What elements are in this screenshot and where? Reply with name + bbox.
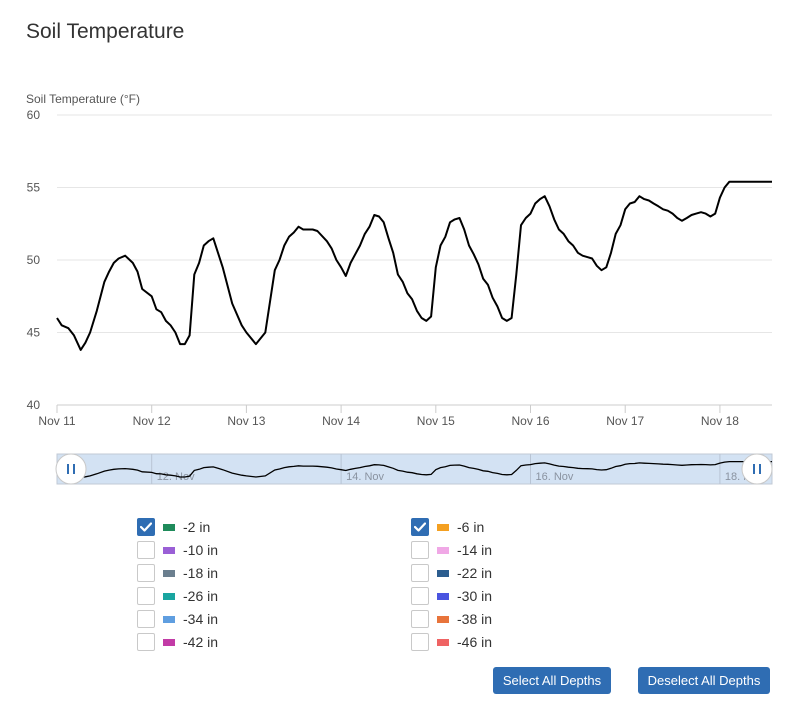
- checkbox-unchecked[interactable]: [411, 633, 429, 651]
- legend-item-depth[interactable]: -42 in: [137, 632, 218, 652]
- checkmark-icon: [414, 522, 426, 532]
- legend-color-swatch: [163, 523, 175, 531]
- legend-item-depth[interactable]: -10 in: [137, 540, 218, 560]
- navigator-label: 14. Nov: [346, 471, 384, 483]
- soil-temperature-chart: 40 45 50 55 60 Soil Temperature (°F) Nov 11 Nov…: [26, 92, 773, 485]
- checkbox-unchecked[interactable]: [411, 541, 429, 559]
- x-tick-label: Nov 18: [701, 414, 739, 428]
- legend-color-swatch: [437, 569, 449, 577]
- navigator-label: 12. Nov: [157, 471, 195, 483]
- legend-color-swatch: [437, 523, 449, 531]
- handle-circle[interactable]: [741, 453, 773, 485]
- legend-label: -38 in: [457, 611, 493, 627]
- legend-color-swatch: [163, 638, 175, 646]
- checkbox-checked[interactable]: [137, 518, 155, 536]
- checkbox-unchecked[interactable]: [411, 587, 429, 605]
- legend-label: -42 in: [183, 634, 219, 650]
- checkbox-unchecked[interactable]: [137, 587, 155, 605]
- legend-item-depth[interactable]: -22 in: [411, 563, 492, 583]
- x-tick-label: Nov 12: [133, 414, 171, 428]
- legend-color-swatch: [437, 615, 449, 623]
- y-tick-label: 40: [27, 398, 41, 412]
- checkbox-unchecked[interactable]: [411, 610, 429, 628]
- checkbox-unchecked[interactable]: [411, 564, 429, 582]
- legend-item-depth[interactable]: -14 in: [411, 540, 492, 560]
- navigator-series-line: [56, 460, 772, 479]
- navigator-right-handle[interactable]: [741, 453, 773, 485]
- navigator-left-handle[interactable]: [55, 453, 87, 485]
- legend-item-depth[interactable]: -30 in: [411, 586, 492, 606]
- legend-label: -46 in: [457, 634, 493, 650]
- legend-label: -2 in: [183, 519, 211, 535]
- y-tick-label: 60: [27, 108, 41, 122]
- legend-label: -14 in: [457, 542, 493, 558]
- legend-item-depth[interactable]: -38 in: [411, 609, 492, 629]
- legend-label: -22 in: [457, 565, 493, 581]
- legend-color-swatch: [437, 638, 449, 646]
- series-line-minus2in: [56, 180, 772, 351]
- y-tick-label: 45: [27, 326, 41, 340]
- checkbox-checked[interactable]: [411, 518, 429, 536]
- select-all-depths-button[interactable]: Select All Depths: [493, 667, 611, 694]
- y-tick-label: 55: [27, 181, 41, 195]
- legend-color-swatch: [163, 569, 175, 577]
- x-tick-label: Nov 13: [227, 414, 265, 428]
- navigator-label: 16. Nov: [536, 471, 574, 483]
- legend-label: -34 in: [183, 611, 219, 627]
- legend-color-swatch: [163, 615, 175, 623]
- legend-label: -18 in: [183, 565, 219, 581]
- legend-color-swatch: [163, 592, 175, 600]
- legend-color-swatch: [437, 592, 449, 600]
- checkbox-unchecked[interactable]: [137, 564, 155, 582]
- y-axis-label: Soil Temperature (°F): [26, 92, 140, 106]
- legend-label: -10 in: [183, 542, 219, 558]
- chart-title: Soil Temperature: [26, 20, 185, 43]
- x-tick-label: Nov 14: [322, 414, 360, 428]
- legend-color-swatch: [163, 546, 175, 554]
- checkbox-unchecked[interactable]: [137, 541, 155, 559]
- handle-circle[interactable]: [55, 453, 87, 485]
- legend-color-swatch: [437, 546, 449, 554]
- x-tick-label: Nov 11: [38, 414, 75, 428]
- legend-item-depth[interactable]: -6 in: [411, 517, 484, 537]
- x-tick-label: Nov 17: [606, 414, 644, 428]
- checkbox-unchecked[interactable]: [137, 633, 155, 651]
- checkmark-icon: [140, 522, 152, 532]
- y-tick-label: 50: [27, 253, 41, 267]
- legend-item-depth[interactable]: -2 in: [137, 517, 210, 537]
- legend-item-depth[interactable]: -34 in: [137, 609, 218, 629]
- checkbox-unchecked[interactable]: [137, 610, 155, 628]
- legend-item-depth[interactable]: -26 in: [137, 586, 218, 606]
- legend-item-depth[interactable]: -18 in: [137, 563, 218, 583]
- legend-item-depth[interactable]: -46 in: [411, 632, 492, 652]
- x-tick-label: Nov 15: [417, 414, 455, 428]
- legend-label: -30 in: [457, 588, 493, 604]
- x-tick-label: Nov 16: [511, 414, 549, 428]
- legend-label: -6 in: [457, 519, 485, 535]
- legend-label: -26 in: [183, 588, 219, 604]
- deselect-all-depths-button[interactable]: Deselect All Depths: [638, 667, 770, 694]
